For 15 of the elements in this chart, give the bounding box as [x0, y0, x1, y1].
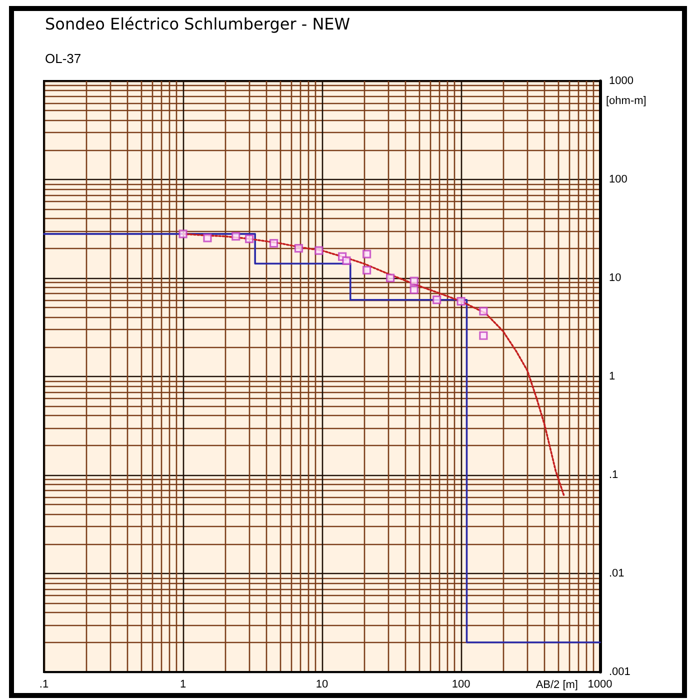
x-tick-label: 1: [180, 678, 186, 690]
x-tick-label: 10: [316, 678, 328, 690]
y-tick-label: 1: [609, 370, 616, 382]
y-tick-label: 10: [609, 272, 622, 284]
y-tick-label: .001: [609, 666, 630, 678]
x-tick-label: .1: [39, 678, 49, 690]
x-axis-title: AB/2 [m]: [536, 679, 578, 691]
x-tick-label: 100: [452, 678, 470, 690]
chart-title: Sondeo Eléctrico Schlumberger - NEW: [45, 14, 350, 34]
y-tick-label: 1000: [609, 75, 634, 87]
chart-subtitle: OL-37: [45, 51, 82, 66]
y-axis-title: [ohm-m]: [606, 95, 646, 107]
y-tick-label: .1: [609, 469, 618, 481]
y-tick-label: .01: [609, 568, 624, 580]
y-tick-label: 100: [609, 174, 628, 186]
